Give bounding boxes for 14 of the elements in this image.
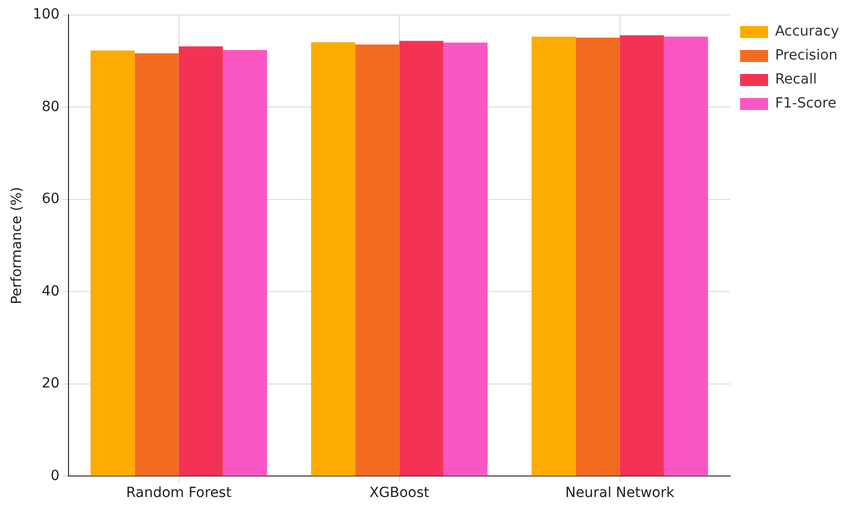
legend-label: Accuracy: [775, 24, 840, 40]
y-tick-label: 40: [42, 283, 60, 300]
y-tick-label: 20: [42, 376, 60, 392]
y-tick-label: 100: [32, 6, 60, 23]
x-tick-label: Neural Network: [565, 485, 676, 502]
y-tick-label: 60: [42, 191, 60, 208]
legend-label: F1-Score: [775, 96, 836, 112]
x-tick-label: XGBoost: [369, 485, 430, 502]
y-axis-title: Performance (%): [9, 186, 26, 304]
legend-label: Precision: [775, 48, 838, 64]
legend-label: Recall: [775, 72, 817, 88]
y-tick-label: 80: [42, 98, 60, 115]
y-tick-label: 0: [50, 468, 60, 484]
x-tick-label: Random Forest: [126, 485, 232, 502]
